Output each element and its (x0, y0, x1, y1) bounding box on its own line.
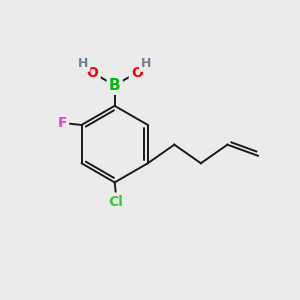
Text: H: H (78, 57, 88, 70)
Text: Cl: Cl (109, 194, 124, 208)
Text: O: O (87, 66, 98, 80)
Text: B: B (109, 78, 121, 93)
Text: H: H (141, 57, 152, 70)
Text: F: F (58, 116, 67, 130)
Text: O: O (131, 66, 143, 80)
